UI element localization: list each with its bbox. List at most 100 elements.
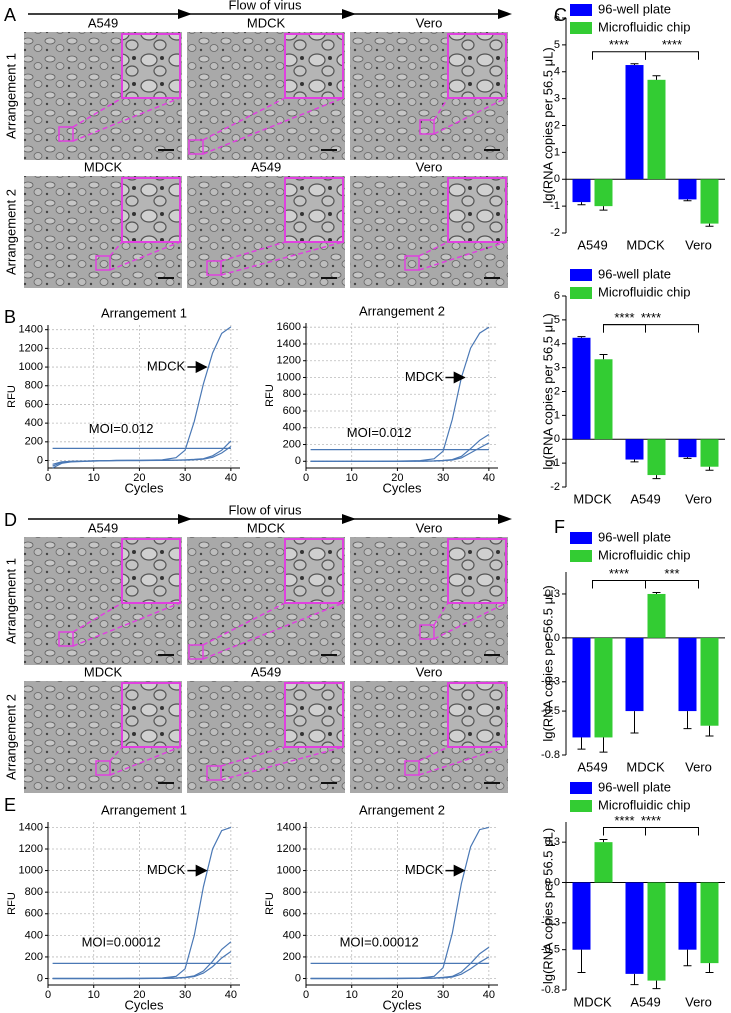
- y-axis-label: RFU: [264, 384, 276, 407]
- x-axis-label: Cycles: [124, 997, 164, 1012]
- y-tick-label: 0: [554, 433, 560, 445]
- legend-label: Microfluidic chip: [598, 19, 690, 34]
- y-tick-label: 1000: [277, 371, 301, 383]
- zoom-box: [58, 631, 74, 647]
- y-tick-label: 6: [554, 290, 560, 302]
- y-tick-label: 1200: [277, 843, 301, 855]
- annotation: MOI=0.00012: [340, 934, 419, 949]
- legend-swatch: [570, 22, 592, 34]
- significance-label: ****: [614, 813, 634, 828]
- zoom-line: [433, 602, 449, 626]
- x-tick-label: 20: [133, 472, 145, 484]
- legend-label: 96-well plate: [598, 529, 671, 544]
- x-tick-label: 10: [88, 472, 100, 484]
- significance-label: ****: [662, 37, 682, 52]
- row-label: Arrangement 2: [3, 694, 18, 780]
- x-axis-label: Cycles: [382, 997, 422, 1012]
- x-tick-label: 40: [225, 472, 237, 484]
- bar: [572, 882, 591, 950]
- error-bar: [652, 591, 661, 594]
- x-tick-label: 0: [45, 472, 51, 484]
- error-bar: [599, 838, 608, 843]
- error-bar: [630, 973, 639, 986]
- annotation: MDCK: [405, 369, 444, 384]
- zoom-line: [433, 97, 449, 121]
- significance-bracket: [592, 579, 646, 589]
- y-tick-label: 800: [283, 886, 301, 898]
- annotation: MDCK: [405, 862, 444, 877]
- zoom-line: [109, 746, 181, 776]
- legend-swatch: [570, 550, 592, 562]
- error-bar: [683, 711, 692, 730]
- y-tick-label: 4: [554, 338, 560, 350]
- zoom-line: [418, 746, 449, 762]
- x-tick-label: 10: [346, 989, 358, 1001]
- legend-label: Microfluidic chip: [598, 547, 690, 562]
- y-tick-label: 400: [283, 422, 301, 434]
- y-tick-label: 200: [25, 951, 43, 963]
- error-bar: [599, 206, 608, 211]
- y-tick-label: 800: [283, 388, 301, 400]
- bar: [572, 637, 591, 738]
- bar: [678, 637, 697, 712]
- bar: [700, 179, 719, 224]
- significance-bracket: [592, 51, 646, 60]
- y-tick-label: 200: [283, 438, 301, 450]
- significance-label: ****: [609, 566, 629, 581]
- error-bar: [705, 963, 714, 974]
- zoom-box: [206, 260, 222, 276]
- bar: [594, 842, 613, 883]
- amplification-curve: [52, 826, 232, 980]
- annotation: MOI=0.012: [89, 421, 154, 436]
- x-tick-label: A549: [630, 491, 660, 506]
- error-bar: [652, 75, 661, 80]
- zoom-line: [418, 241, 449, 257]
- error-bar: [577, 202, 586, 206]
- zoom-line: [109, 746, 123, 762]
- x-axis-label: Cycles: [382, 480, 422, 495]
- y-tick-label: -0.5: [541, 944, 560, 956]
- cell-label: A549: [88, 520, 118, 535]
- x-tick-label: 30: [437, 989, 449, 1001]
- bar: [594, 179, 613, 207]
- error-bar: [705, 223, 714, 227]
- zoom-line: [72, 97, 181, 142]
- error-bar: [577, 336, 586, 338]
- bar: [700, 439, 719, 467]
- y-tick-label: 3: [554, 93, 560, 105]
- y-tick-label: 1: [554, 409, 560, 421]
- y-tick-label: -0.8: [541, 984, 560, 996]
- error-bar: [705, 725, 714, 737]
- arrow-head: [342, 9, 356, 19]
- bar: [647, 882, 666, 981]
- zoom-line: [109, 241, 123, 257]
- y-tick-label: 1400: [19, 821, 43, 833]
- y-tick-label: 4: [554, 66, 560, 78]
- cell-label: Vero: [416, 520, 443, 535]
- y-tick-label: 1000: [19, 361, 43, 373]
- bar: [647, 593, 666, 638]
- y-tick-label: 1400: [277, 821, 301, 833]
- y-axis-label: lg(RNA copies per 56.5 μL): [540, 585, 555, 741]
- row-label: Arrangement 1: [3, 53, 18, 139]
- y-tick-label: 1400: [19, 324, 43, 336]
- inset: [121, 538, 181, 604]
- x-axis-label: Cycles: [124, 480, 164, 495]
- zoom-box: [404, 760, 420, 776]
- cell-label: MDCK: [84, 159, 123, 174]
- x-tick-label: MDCK: [573, 994, 612, 1009]
- zoom-line: [202, 97, 286, 141]
- panel-letter: B: [4, 307, 16, 327]
- y-tick-label: -1: [550, 200, 560, 212]
- chart-title: Arrangement 1: [101, 305, 187, 320]
- bar: [572, 179, 591, 203]
- annotation: MOI=0.00012: [82, 934, 161, 949]
- bar: [625, 65, 644, 180]
- cell-label: Vero: [416, 159, 443, 174]
- significance-label: ****: [609, 37, 629, 52]
- row-label: Arrangement 1: [3, 558, 18, 644]
- cell-label: Vero: [416, 15, 443, 30]
- y-tick-label: -2: [550, 481, 560, 493]
- y-tick-label: 200: [283, 951, 301, 963]
- annotation: MDCK: [147, 862, 186, 877]
